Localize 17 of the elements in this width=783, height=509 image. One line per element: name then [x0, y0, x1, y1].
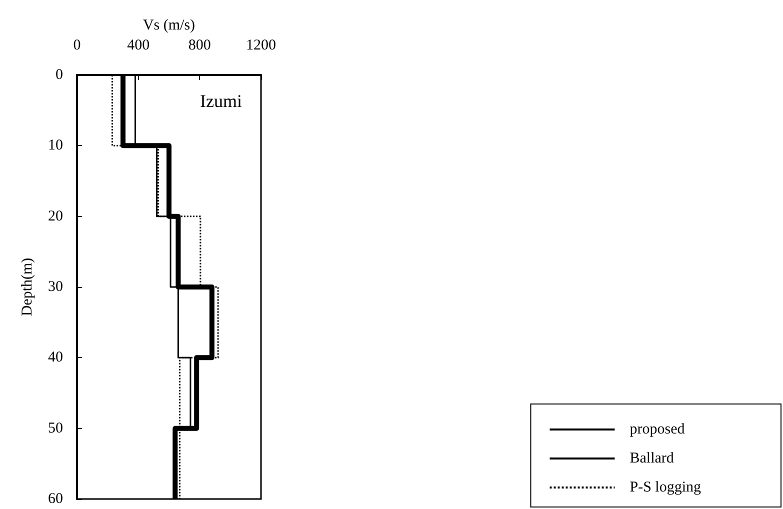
- x-tick-label: 800: [188, 38, 211, 54]
- y-tick-label: 40: [48, 350, 63, 366]
- x-tick-label: 1200: [246, 38, 276, 54]
- x-axis-title: Vs (m/s): [142, 18, 196, 34]
- x-tick-label: 400: [127, 38, 150, 54]
- annotation: Izumi: [200, 91, 242, 111]
- x-tick-label: 0: [73, 38, 81, 54]
- legend-label: proposed: [630, 422, 686, 438]
- y-tick-label: 60: [48, 491, 63, 507]
- legend-label: Ballard: [630, 450, 674, 466]
- legend-label: P-S logging: [630, 480, 702, 496]
- y-axis-title: Depth(m): [20, 258, 36, 316]
- y-tick-label: 20: [48, 208, 63, 224]
- y-tick-label: 30: [48, 279, 63, 295]
- y-tick-label: 0: [56, 67, 63, 83]
- y-tick-label: 10: [48, 138, 63, 154]
- y-tick-label: 50: [48, 420, 63, 436]
